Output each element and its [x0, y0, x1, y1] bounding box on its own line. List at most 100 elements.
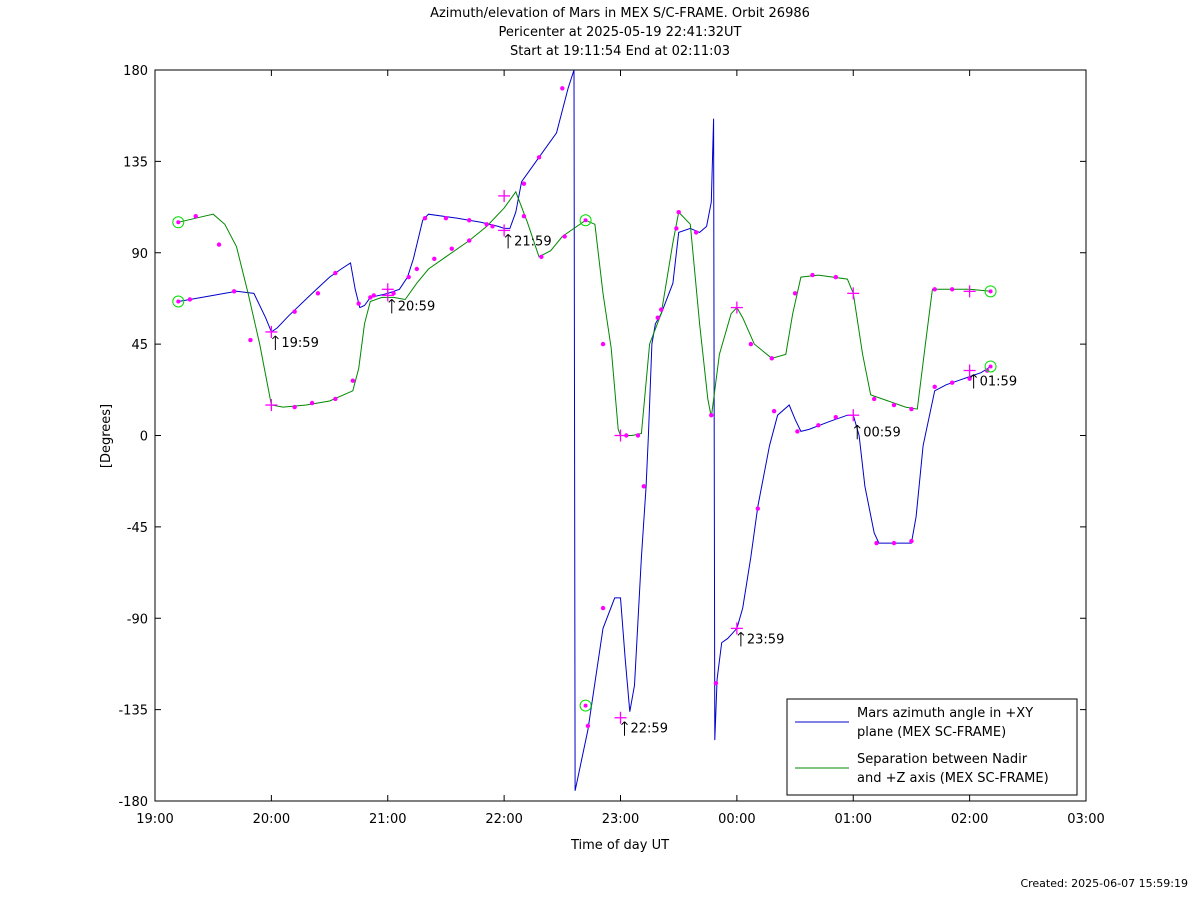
- dot-marker: [709, 412, 714, 418]
- title-line-1: Pericenter at 2025-05-19 22:41:32UT: [498, 25, 741, 40]
- time-annotation: 00:59: [853, 424, 901, 440]
- dot-marker: [676, 209, 681, 215]
- circle-marker-dot: [176, 299, 181, 304]
- dot-marker: [193, 214, 198, 219]
- circle-marker-dot: [988, 364, 993, 369]
- dot-marker: [755, 506, 761, 511]
- dot-marker: [659, 307, 664, 312]
- legend-label-1: Separation between Nadir: [857, 752, 1028, 767]
- dot-marker: [600, 341, 606, 347]
- time-annotation: 01:59: [970, 374, 1017, 390]
- dot-marker: [833, 274, 838, 280]
- dot-marker: [949, 380, 955, 385]
- dot-marker: [713, 681, 719, 686]
- dot-marker: [292, 309, 297, 314]
- annotation-label: 22:59: [631, 722, 668, 737]
- dot-marker: [333, 396, 338, 402]
- circle-marker: [172, 295, 185, 308]
- legend-box: [786, 698, 1078, 796]
- circle-marker: [984, 285, 997, 298]
- dot-marker: [600, 605, 606, 611]
- dot-marker: [484, 222, 489, 227]
- annotation-label: 19:59: [281, 336, 318, 351]
- dot-marker: [932, 287, 937, 292]
- dot-marker: [356, 301, 361, 306]
- dot-marker: [693, 230, 699, 235]
- dot-marker: [748, 341, 754, 347]
- annotation-arrow-l: [388, 299, 393, 303]
- annotation-arrow-l: [621, 721, 625, 726]
- dot-marker: [833, 415, 838, 420]
- time-annotations: 19:59 20:59 21:59 22:59 23:59 00:59 01:59: [272, 234, 1017, 737]
- title-line-0: Azimuth/elevation of Mars in MEX S/C-FRA…: [430, 6, 810, 21]
- dot-marker: [874, 540, 879, 546]
- dot-marker: [216, 242, 222, 247]
- dot-marker: [467, 238, 472, 243]
- x-tick-label: 21:00: [369, 812, 406, 827]
- chart-title: Azimuth/elevation of Mars in MEX S/C-FRA…: [430, 6, 810, 59]
- circle-marker: [579, 699, 592, 712]
- legend-label-1: and +Z axis (MEX SC-FRAME): [857, 771, 1049, 786]
- annotation-arrow-r: [275, 335, 279, 340]
- dot-marker: [315, 291, 321, 296]
- dot-marker: [771, 408, 777, 414]
- dot-marker: [816, 423, 821, 428]
- circle-marker-dot: [176, 220, 181, 225]
- dot-marker: [414, 266, 420, 272]
- cross-marker: [730, 622, 743, 635]
- annotation-arrow-l: [272, 335, 276, 340]
- circle-marker: [579, 214, 592, 227]
- dot-marker: [810, 272, 815, 278]
- y-tick-label: -135: [118, 704, 148, 719]
- dot-marker: [949, 287, 955, 292]
- series-markers: [172, 86, 997, 729]
- circle-marker-dot: [583, 218, 588, 223]
- y-tick-label: 45: [131, 338, 148, 353]
- x-tick-label: 22:00: [485, 812, 522, 827]
- dot-marker: [932, 384, 937, 389]
- legend-label-0: Mars azimuth angle in +XY: [857, 706, 1033, 721]
- dot-marker: [432, 256, 437, 262]
- y-tick-label: -45: [127, 521, 148, 536]
- x-tick-label: 01:00: [835, 812, 872, 827]
- dot-marker: [248, 337, 253, 343]
- dot-marker: [368, 295, 373, 300]
- cross-marker: [498, 189, 511, 202]
- dot-marker: [871, 396, 877, 402]
- series-line-1: [178, 190, 991, 436]
- annotation-arrow-l: [970, 374, 974, 378]
- annotation-arrow-l: [853, 424, 858, 429]
- annotation-label: 01:59: [980, 375, 1017, 390]
- y-axis-label: [Degrees]: [99, 404, 114, 468]
- x-axis-label: Time of day UT: [570, 838, 669, 853]
- y-tick-label: -180: [118, 795, 148, 810]
- x-tick-label: 23:00: [602, 812, 639, 827]
- annotation-arrow-r: [507, 234, 512, 238]
- annotation-label: 21:59: [514, 234, 551, 249]
- dot-marker: [585, 723, 591, 729]
- annotation-arrow-r: [391, 299, 396, 303]
- time-annotation: 19:59: [272, 335, 319, 351]
- dot-marker: [187, 297, 193, 302]
- y-tick-label: 90: [131, 247, 148, 262]
- dot-marker: [655, 315, 660, 320]
- cross-marker: [847, 409, 860, 422]
- y-tick-label: 0: [140, 430, 148, 445]
- dot-marker: [449, 246, 454, 251]
- x-tick-label: 00:00: [718, 812, 755, 827]
- dot-marker: [309, 400, 315, 406]
- dot-marker: [769, 356, 774, 361]
- circle-marker-dot: [583, 703, 588, 708]
- dot-marker: [560, 86, 565, 91]
- y-tick-label: 180: [123, 64, 148, 79]
- dot-marker: [231, 289, 237, 294]
- annotation-arrow-l: [737, 632, 742, 636]
- dot-marker: [792, 291, 798, 296]
- cross-marker: [381, 289, 394, 302]
- x-tick-label: 20:00: [253, 812, 290, 827]
- dot-marker: [406, 274, 411, 280]
- time-annotation: 22:59: [621, 721, 668, 737]
- time-annotation: 20:59: [388, 299, 435, 314]
- cross-marker: [963, 285, 976, 298]
